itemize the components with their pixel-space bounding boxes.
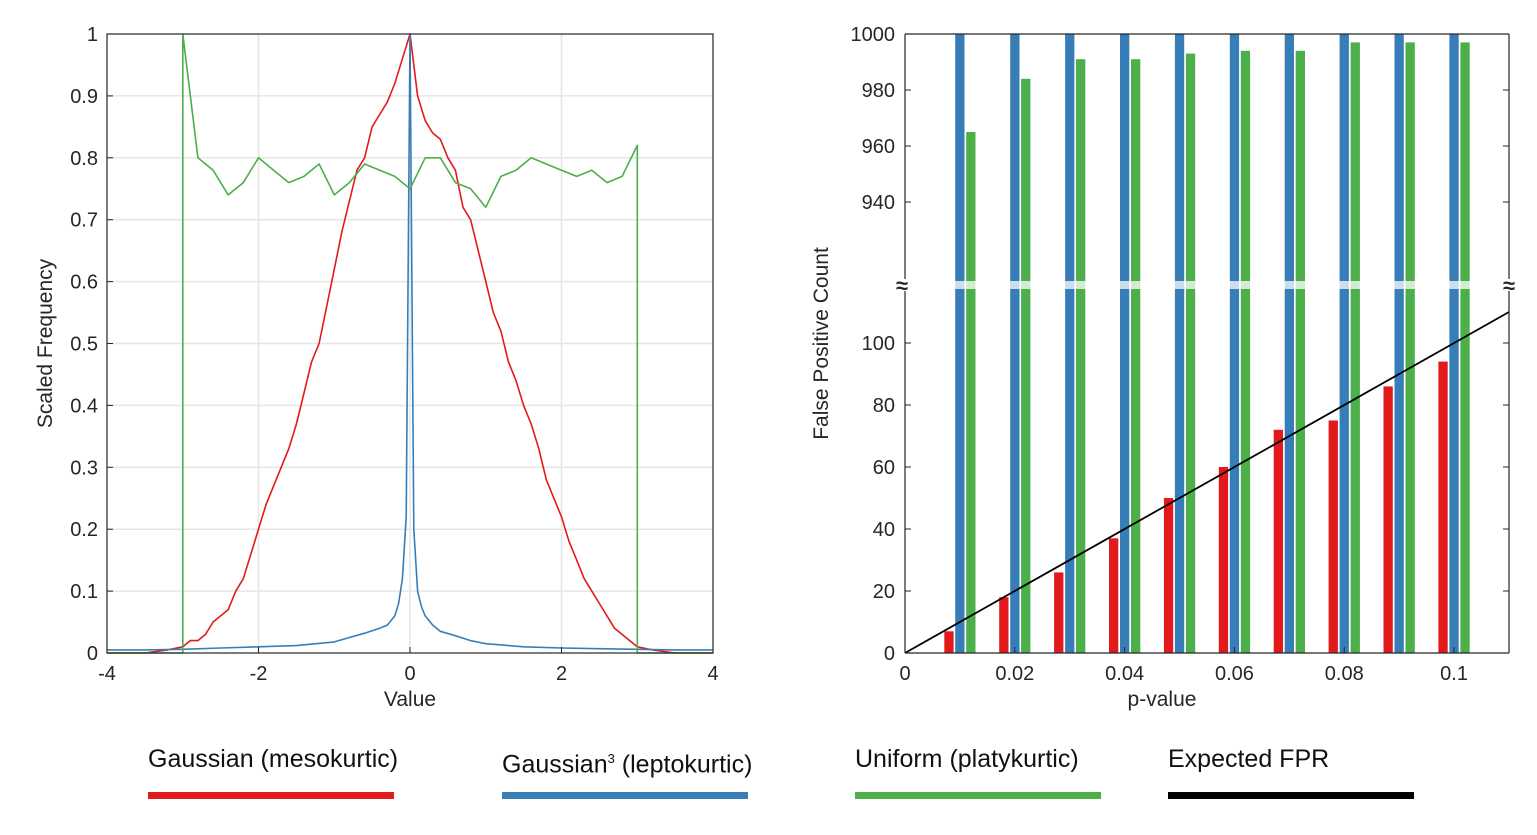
- y-tick-label: 1000: [851, 24, 896, 46]
- y-tick-label: 960: [862, 136, 895, 158]
- y-tick-label: 1: [87, 24, 98, 46]
- bar: [1010, 34, 1020, 653]
- distribution-chart: -4 -2 0 2 4 0 0.1 0.2 0.3 0.4 0.5 0.6 0.7 0.8 0.9 1 Valu…: [34, 24, 719, 711]
- bar: [1350, 42, 1360, 653]
- legend: Gaussian (mesokurtic) Gaussian3 (leptoku…: [0, 738, 1537, 828]
- bar: [999, 597, 1009, 653]
- bar: [1163, 498, 1174, 653]
- bar: [1339, 34, 1349, 653]
- y-tick-label: 80: [873, 395, 895, 417]
- x-tick-label: 2: [556, 663, 567, 685]
- legend-label: Gaussian (mesokurtic): [148, 745, 399, 773]
- axis-break-band: [906, 281, 1508, 289]
- axis-break-mark: ≈: [896, 273, 908, 298]
- y-tick-label: 940: [862, 192, 895, 214]
- bar: [1438, 361, 1448, 653]
- axis-break-mark: ≈: [1503, 273, 1515, 298]
- y-tick-label: 0.1: [70, 581, 98, 603]
- x-tick-label: 4: [707, 663, 718, 685]
- legend-label: Gaussian3 (leptokurtic): [502, 750, 753, 779]
- x-axis-label: p-value: [1128, 688, 1197, 711]
- y-tick-label: 0: [87, 643, 98, 665]
- x-tick-label: 0.06: [1215, 663, 1254, 685]
- y-tick-label: 20: [873, 581, 895, 603]
- legend-swatch: [502, 792, 748, 799]
- y-tick-label: 0.8: [70, 148, 98, 170]
- bar: [1328, 420, 1338, 653]
- bar: [1405, 42, 1415, 653]
- expected-fpr-line: [904, 311, 1510, 654]
- y-tick-label: 100: [862, 333, 895, 355]
- bar: [1021, 78, 1031, 654]
- bar: [1394, 34, 1404, 653]
- bar: [966, 132, 976, 653]
- legend-label: Expected FPR: [1168, 745, 1330, 773]
- y-tick-label: 0.6: [70, 272, 98, 294]
- legend-swatch: [148, 792, 394, 799]
- bar: [1284, 34, 1294, 653]
- legend-swatch: [1168, 792, 1414, 799]
- legend-item-leptokurtic: Gaussian3 (leptokurtic): [502, 738, 752, 799]
- x-axis-label: Value: [384, 688, 436, 711]
- bar: [1174, 34, 1185, 653]
- y-tick-label: 0.3: [70, 457, 98, 479]
- bar: [1383, 386, 1393, 653]
- bar: [1109, 538, 1119, 653]
- bar: [1229, 34, 1240, 653]
- bar: [1273, 429, 1283, 653]
- y-axis-label: False Positive Count: [810, 247, 833, 440]
- y-tick-label: 980: [862, 80, 895, 102]
- bar: [1065, 34, 1075, 653]
- bar: [1054, 572, 1064, 653]
- bar: [955, 34, 965, 653]
- bar: [1185, 53, 1196, 654]
- bar: [1120, 34, 1130, 653]
- y-tick-label: 60: [873, 457, 895, 479]
- bar: [1076, 59, 1086, 653]
- bar: [1295, 50, 1305, 654]
- x-tick-label: 0: [899, 663, 910, 685]
- x-tick-label: 0.1: [1440, 663, 1468, 685]
- y-tick-label: 0.5: [70, 334, 98, 356]
- legend-item-gaussian: Gaussian (mesokurtic): [148, 738, 398, 799]
- series-line: [107, 33, 713, 654]
- y-axis-label: Scaled Frequency: [34, 258, 57, 428]
- bar: [1218, 467, 1229, 653]
- x-tick-label: 0.04: [1105, 663, 1144, 685]
- bar: [1240, 50, 1251, 654]
- y-tick-label: 0.7: [70, 210, 98, 232]
- y-tick-label: 0.4: [70, 395, 98, 417]
- legend-label: Uniform (platykurtic): [855, 745, 1079, 773]
- figure: -4 -2 0 2 400.10.20.30.40.50.60.70.80.91Valu…: [34, 24, 1515, 711]
- y-tick-label: 0.2: [70, 519, 98, 541]
- legend-item-expected-fpr: Expected FPR: [1168, 738, 1414, 799]
- legend-swatch: [855, 792, 1101, 799]
- x-tick-label: 0.02: [995, 663, 1034, 685]
- y-tick-label: 0.9: [70, 86, 98, 108]
- x-tick-label: 0.08: [1325, 663, 1364, 685]
- x-tick-label: 0: [404, 663, 415, 685]
- y-tick-label: 40: [873, 519, 895, 541]
- x-tick-label: -4: [98, 663, 116, 685]
- y-tick-label: 0: [884, 643, 895, 665]
- bar: [944, 631, 954, 653]
- bar: [1460, 42, 1470, 653]
- legend-item-uniform: Uniform (platykurtic): [855, 738, 1101, 799]
- false-positive-chart: ≈ ≈0 0.02 0.04 0.06 0.08 0.1 0 20 40 60 80 100 940 960…: [810, 24, 1515, 711]
- bar: [1131, 59, 1141, 653]
- x-tick-label: -2: [250, 663, 268, 685]
